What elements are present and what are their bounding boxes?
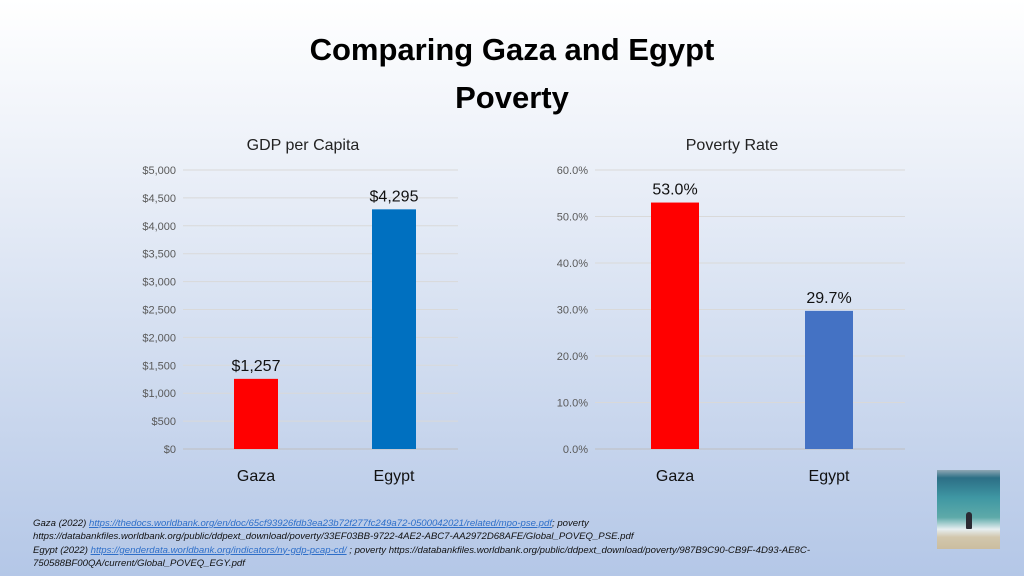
- footnote-egypt-suffix: ; poverty https://databankfiles.worldban…: [346, 544, 811, 556]
- y-tick-label: $2,000: [142, 332, 176, 344]
- y-tick-label: $4,000: [142, 221, 176, 233]
- y-tick-label: 50.0%: [557, 212, 588, 224]
- footnote-gaza-prefix: Gaza (2022): [33, 518, 89, 529]
- y-tick-label: 0.0%: [563, 444, 588, 456]
- y-tick-label: $500: [152, 416, 176, 428]
- footnote-gaza-link[interactable]: https://thedocs.worldbank.org/en/doc/65c…: [89, 518, 552, 529]
- footnote-egypt-link[interactable]: https://genderdata.worldbank.org/indicat…: [90, 544, 347, 556]
- y-tick-label: $3,000: [142, 277, 176, 289]
- x-category-label: Gaza: [237, 468, 275, 485]
- footnotes: Gaza (2022) https://thedocs.worldbank.or…: [33, 517, 933, 570]
- beach-photo-thumbnail: [937, 470, 1000, 549]
- data-label: $1,257: [232, 358, 281, 375]
- y-tick-label: $5,000: [142, 165, 176, 177]
- slide-title: Comparing Gaza and Egypt: [309, 32, 715, 67]
- person-figure: [966, 512, 972, 529]
- y-tick-label: $0: [164, 444, 176, 456]
- data-label: 29.7%: [806, 290, 851, 307]
- bar-egypt: [805, 310, 853, 449]
- chart-title: GDP per Capita: [247, 137, 360, 154]
- footnote-gaza-poverty: https://databankfiles.worldbank.org/publ…: [33, 531, 634, 543]
- y-tick-label: $4,500: [142, 193, 176, 205]
- y-tick-label: $1,000: [142, 388, 176, 400]
- bar-egypt: [372, 209, 416, 449]
- slide-subtitle: Poverty: [455, 80, 569, 115]
- y-tick-label: 30.0%: [557, 305, 588, 317]
- y-tick-label: 10.0%: [557, 398, 588, 410]
- x-category-label: Egypt: [374, 468, 415, 485]
- bar-gaza: [651, 202, 699, 449]
- data-label: 53.0%: [652, 182, 697, 199]
- chart-title: Poverty Rate: [686, 137, 779, 154]
- y-tick-label: 40.0%: [557, 258, 588, 270]
- footnote-egypt-poverty: 750588BF00QA/current/Global_POVEQ_EGY.pd…: [33, 557, 245, 569]
- y-tick-label: $2,500: [142, 305, 176, 317]
- footnote-gaza-suffix: ; poverty: [551, 518, 589, 529]
- y-tick-label: 20.0%: [557, 351, 588, 363]
- y-tick-label: $1,500: [142, 360, 176, 372]
- data-label: $4,295: [370, 188, 419, 205]
- footnote-egypt-prefix: Egypt (2022): [33, 544, 91, 556]
- x-category-label: Egypt: [809, 468, 850, 485]
- y-tick-label: $3,500: [142, 249, 176, 261]
- bar-gaza: [234, 378, 278, 449]
- y-tick-label: 60.0%: [557, 165, 588, 177]
- x-category-label: Gaza: [656, 468, 694, 485]
